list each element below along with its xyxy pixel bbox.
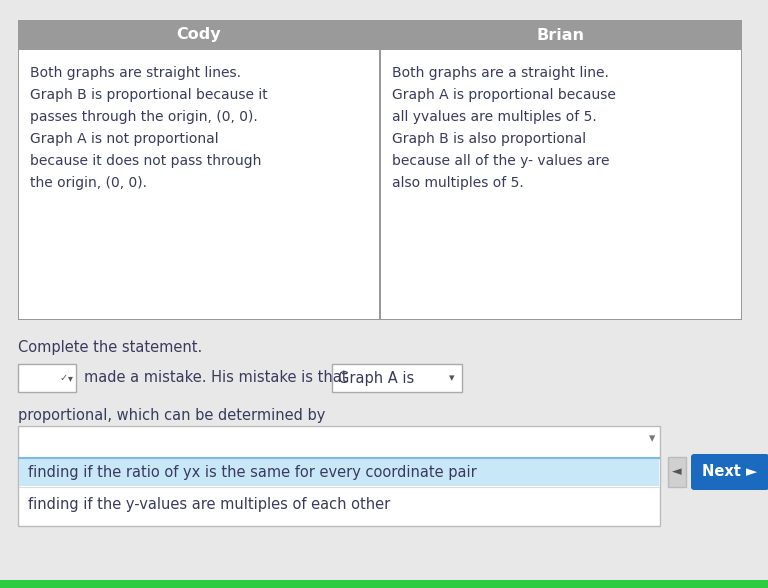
Text: ✓: ✓ (60, 373, 68, 383)
Bar (18, 426, 660, 526)
Text: because it does not pass through: because it does not pass through (30, 154, 261, 168)
FancyBboxPatch shape (691, 454, 768, 490)
Text: also multiples of 5.: also multiples of 5. (392, 176, 524, 190)
Text: Complete the statement.: Complete the statement. (18, 340, 202, 355)
Text: Next ►: Next ► (703, 465, 757, 479)
Bar (668, 457, 686, 487)
Bar (19, 50, 379, 319)
Text: ◄: ◄ (672, 466, 682, 479)
Text: Graph A is proportional because: Graph A is proportional because (392, 88, 616, 102)
Text: passes through the origin, (0, 0).: passes through the origin, (0, 0). (30, 110, 258, 124)
Text: Both graphs are straight lines.: Both graphs are straight lines. (30, 66, 241, 80)
Text: Cody: Cody (177, 28, 221, 42)
Bar (18, 20, 742, 320)
Bar (332, 364, 462, 392)
Bar (0, 580, 768, 588)
Text: made a mistake. His mistake is that: made a mistake. His mistake is that (84, 370, 347, 386)
Text: Graph B is proportional because it: Graph B is proportional because it (30, 88, 268, 102)
Text: all yvalues are multiples of 5.: all yvalues are multiples of 5. (392, 110, 597, 124)
Text: proportional, which can be determined by: proportional, which can be determined by (18, 408, 326, 423)
Text: Both graphs are a straight line.: Both graphs are a straight line. (392, 66, 609, 80)
Text: because all of the y- values are: because all of the y- values are (392, 154, 610, 168)
Text: Graph A is: Graph A is (338, 370, 414, 386)
Bar (19, 458, 659, 486)
Bar (18, 364, 76, 392)
Text: Brian: Brian (537, 28, 585, 42)
Text: ▾: ▾ (68, 373, 72, 383)
Text: finding if the ratio of yx is the same for every coordinate pair: finding if the ratio of yx is the same f… (28, 465, 477, 479)
Text: Graph B is also proportional: Graph B is also proportional (392, 132, 586, 146)
Text: Graph A is not proportional: Graph A is not proportional (30, 132, 219, 146)
Text: finding if the y-values are multiples of each other: finding if the y-values are multiples of… (28, 497, 390, 512)
Text: ▾: ▾ (649, 432, 655, 445)
Bar (19, 21, 741, 50)
Text: the origin, (0, 0).: the origin, (0, 0). (30, 176, 147, 190)
Bar (381, 50, 741, 319)
Text: ▾: ▾ (449, 373, 455, 383)
